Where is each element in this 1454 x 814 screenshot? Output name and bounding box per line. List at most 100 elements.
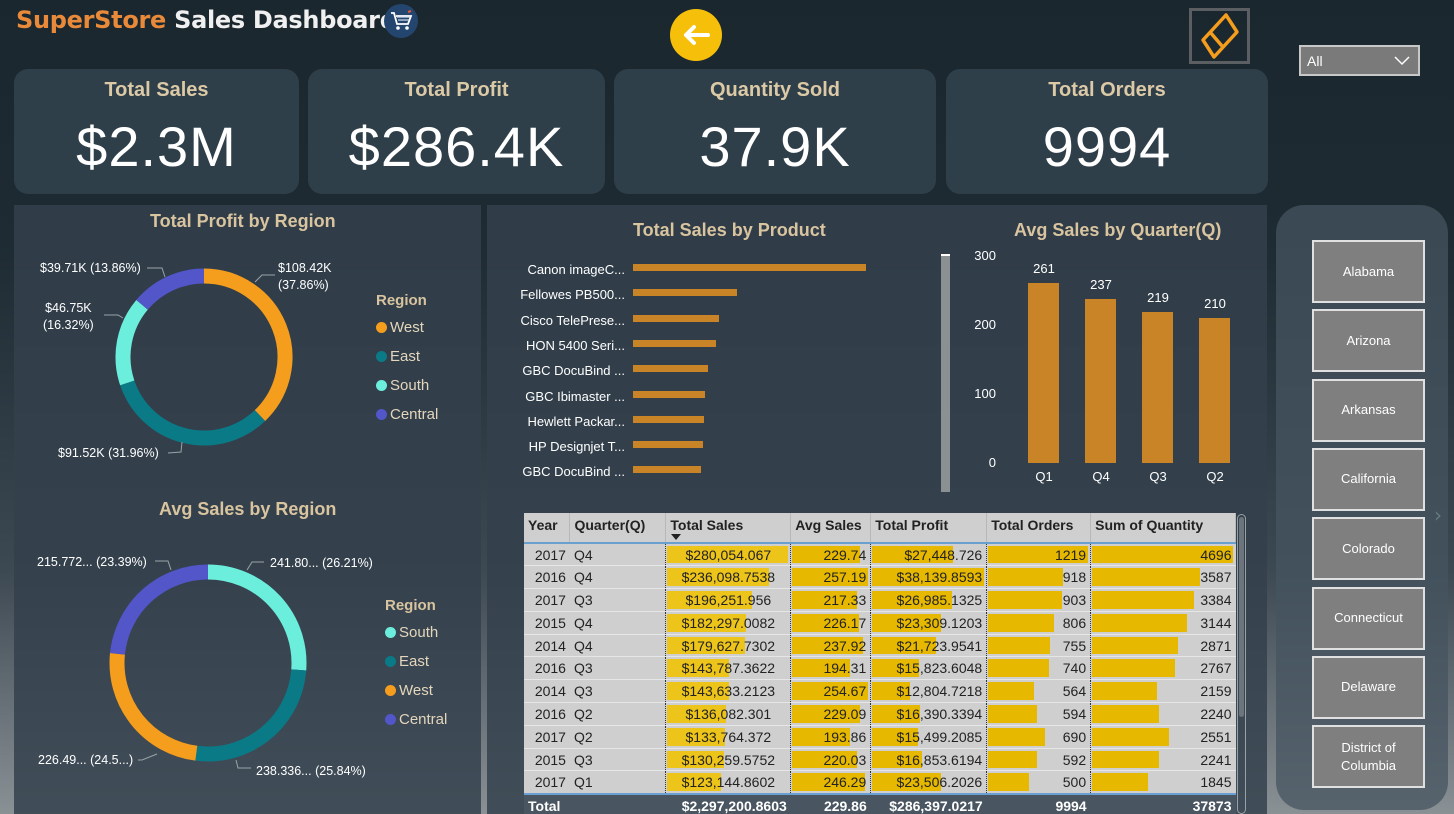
donut-slice-west[interactable] — [203, 268, 293, 421]
filter-dropdown[interactable]: All — [1299, 45, 1420, 76]
cell-value: $123,144.8602 — [681, 774, 776, 791]
state-button[interactable]: Connecticut — [1312, 586, 1425, 650]
product-bar[interactable] — [633, 390, 706, 398]
legend-item-south[interactable]: South — [376, 371, 438, 400]
product-bar[interactable] — [633, 466, 701, 474]
back-button[interactable] — [670, 9, 722, 61]
total-cell: 229.86 — [790, 792, 871, 814]
cell-value: 3384 — [1200, 591, 1232, 608]
quarter-category-label: Q1 — [1035, 469, 1053, 484]
quarter-bar[interactable] — [1085, 299, 1116, 463]
column-header[interactable]: Total Sales — [665, 513, 792, 544]
data-bar — [872, 727, 918, 746]
donut-slice-west[interactable] — [109, 653, 198, 761]
legend-item-south[interactable]: South — [385, 618, 447, 647]
cell-data-bar: $38,139.8593 — [870, 565, 987, 590]
legend-item-west[interactable]: West — [385, 676, 447, 705]
cell-data-bar: 806 — [986, 611, 1091, 635]
product-bar[interactable] — [633, 365, 709, 373]
column-header[interactable]: Year — [524, 513, 571, 544]
quarter-bar[interactable] — [1199, 318, 1230, 463]
logo-button[interactable] — [1189, 8, 1250, 64]
leader-line — [167, 441, 183, 454]
data-bar — [1092, 705, 1160, 723]
product-bar[interactable] — [633, 314, 719, 322]
donut-slice-east[interactable] — [120, 380, 266, 446]
chevron-right-icon[interactable]: › — [1434, 503, 1442, 527]
table-row[interactable]: 2016 Q4 $236,098.7538 257.19 $38,139.8593 918… — [524, 565, 1236, 590]
table-row[interactable]: 2015 Q3 $130,259.5752 220.03 $16,853.6194 592… — [524, 748, 1236, 772]
state-button[interactable]: Alabama — [1312, 240, 1425, 303]
data-bar — [792, 727, 850, 746]
legend-item-east[interactable]: East — [376, 342, 438, 371]
legend-item-east[interactable]: East — [385, 647, 447, 676]
column-header[interactable]: Avg Sales — [790, 513, 872, 544]
table-scrollbar[interactable] — [1237, 514, 1246, 814]
cell-value: $12,804.7218 — [896, 683, 983, 700]
donut-slice-east[interactable] — [195, 669, 307, 762]
state-button[interactable]: Colorado — [1312, 517, 1425, 581]
table-row[interactable]: 2017 Q3 $196,251.956 217.33 $26,985.1325 903 3… — [524, 588, 1236, 612]
legend-item-west[interactable]: West — [376, 313, 438, 342]
cell-data-bar: $15,823.6048 — [870, 656, 987, 681]
sort-descending-icon[interactable] — [671, 534, 682, 540]
product-bar[interactable] — [633, 289, 738, 297]
quarter-bar[interactable] — [1142, 311, 1173, 463]
product-chart-scrollbar[interactable] — [941, 254, 950, 492]
total-cell: 37873 — [1090, 792, 1236, 814]
legend-item-central[interactable]: Central — [385, 705, 447, 734]
leader-line — [104, 314, 124, 319]
product-bar[interactable] — [633, 339, 716, 347]
table-scroll-thumb[interactable] — [1239, 517, 1244, 717]
donut-slice-south[interactable] — [115, 299, 148, 386]
cell-data-bar: 2240 — [1090, 702, 1236, 726]
cell-value: 246.29 — [823, 774, 867, 791]
cell-data-bar: 918 — [986, 565, 1091, 590]
state-button[interactable]: Arkansas — [1312, 378, 1425, 442]
cell-value: 237.92 — [823, 637, 867, 654]
product-bar[interactable] — [633, 264, 867, 271]
state-button[interactable]: District of Columbia — [1312, 725, 1425, 789]
product-labels: Canon imageC... Fellowes PB500... Cisco Te… — [490, 255, 625, 485]
cell-value: $26,985.1325 — [896, 591, 983, 608]
cell-value: 194.31 — [823, 660, 867, 677]
column-header[interactable]: Total Profit — [870, 513, 988, 544]
product-bar[interactable] — [633, 441, 703, 449]
cell-quarter: Q1 — [569, 770, 666, 795]
table-row[interactable]: 2017 Q1 $123,144.8602 246.29 $23,506.2026 500… — [524, 770, 1236, 795]
cell-value: 2551 — [1200, 728, 1232, 745]
quarter-bar[interactable] — [1028, 282, 1059, 463]
data-bar — [667, 568, 770, 587]
table-row[interactable]: 2014 Q4 $179,627.7302 237.92 $21,723.9541 755… — [524, 634, 1236, 658]
table-row[interactable]: 2017 Q4 $280,054.067 229.74 $27,448.726 1219 4… — [524, 543, 1236, 567]
legend-item-central[interactable]: Central — [376, 400, 438, 429]
cell-data-bar: 257.19 — [790, 565, 871, 590]
table-row[interactable]: 2016 Q3 $143,787.3622 194.31 $15,823.6048 740… — [524, 656, 1236, 681]
column-header[interactable]: Total Orders — [986, 513, 1092, 544]
table-row[interactable]: 2014 Q3 $143,633.2123 254.67 $12,804.7218 564… — [524, 679, 1236, 704]
cell-data-bar: 740 — [986, 656, 1091, 681]
cell-data-bar: $21,723.9541 — [870, 634, 987, 658]
data-bar — [792, 750, 858, 769]
product-bar[interactable] — [633, 415, 705, 423]
column-header[interactable]: Quarter(Q) — [569, 513, 667, 544]
data-bar — [792, 613, 860, 632]
donut-slice-central[interactable] — [136, 268, 205, 310]
legend-dot-icon — [385, 714, 396, 725]
column-header[interactable]: Sum of Quantity — [1090, 513, 1236, 544]
data-bar — [988, 773, 1030, 791]
table-row[interactable]: 2017 Q2 $133,764.372 193.86 $15,499.2085 690 2… — [524, 725, 1236, 749]
data-bar — [792, 659, 850, 678]
kpi-label: Total Profit — [404, 79, 509, 101]
cell-quarter: Q4 — [569, 634, 666, 658]
table-row[interactable]: 2016 Q2 $136,082.301 229.09 $16,390.3394 594 2… — [524, 702, 1236, 726]
state-button[interactable]: Arizona — [1312, 309, 1425, 373]
donut-slice-central[interactable] — [110, 564, 209, 655]
table-row[interactable]: 2015 Q4 $182,297.0082 226.17 $23,309.1203 806… — [524, 611, 1236, 635]
data-bar — [988, 613, 1055, 632]
data-bar — [792, 591, 857, 609]
donut-slice-south[interactable] — [207, 564, 307, 671]
state-button[interactable]: Delaware — [1312, 655, 1425, 719]
state-button[interactable]: California — [1312, 447, 1425, 511]
cell-value: 3587 — [1200, 569, 1232, 586]
